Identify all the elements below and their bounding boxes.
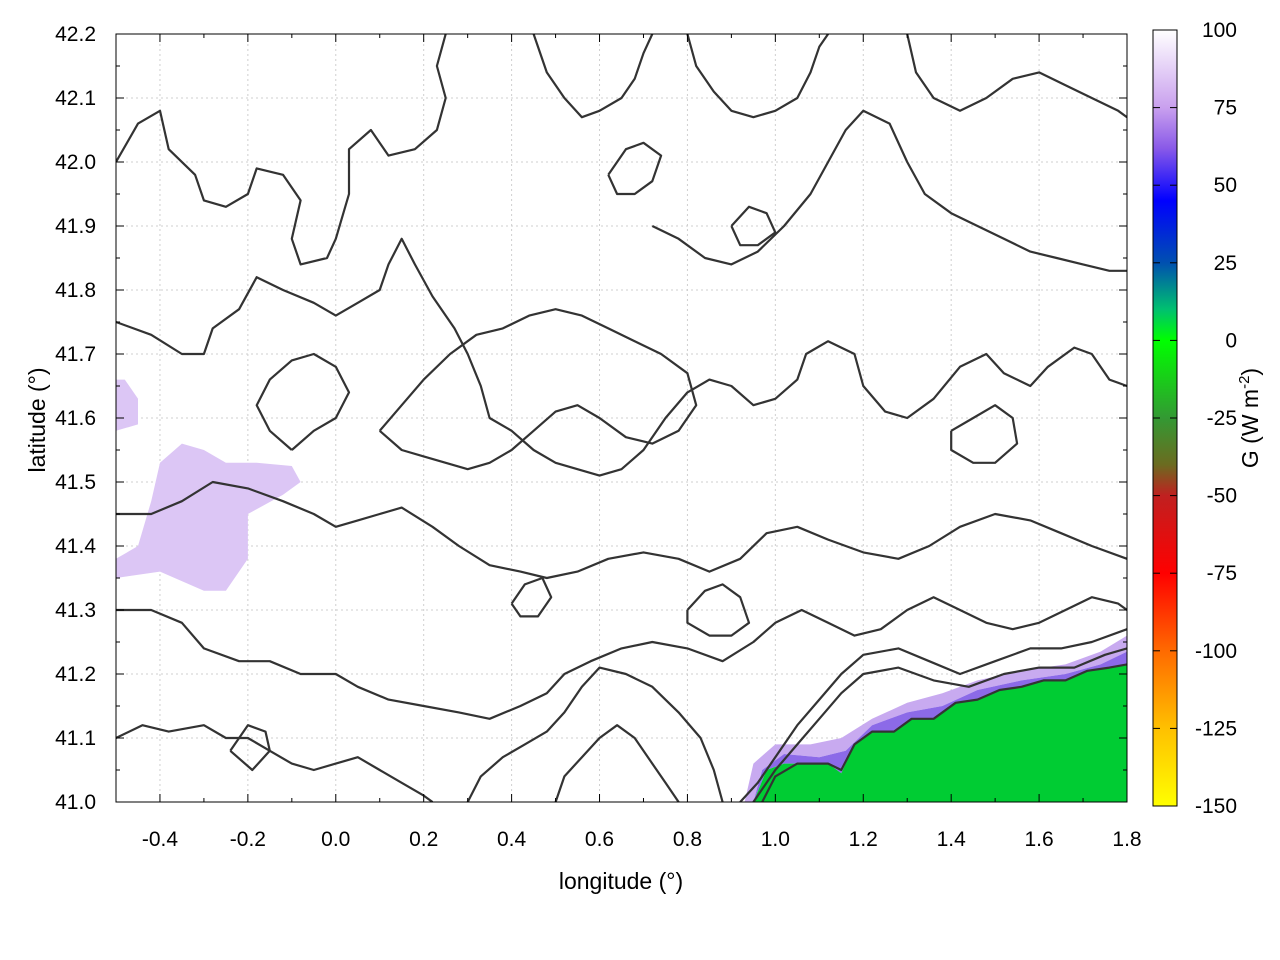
colorbar-axis: 100 75 50 25 0 -25 -50 -75 -100 -125 -150 — [1153, 19, 1237, 818]
y-tick-label: 41.9 — [55, 215, 96, 238]
colorbar-title-close: ) — [1237, 368, 1263, 376]
contour-line — [761, 663, 1127, 802]
contour-line — [378, 308, 698, 471]
x-tick-label: 1.0 — [761, 828, 790, 851]
field-region-sea — [753, 664, 1127, 802]
colorbar-tick-label: 50 — [1214, 174, 1237, 197]
x-tick-label: 1.8 — [1112, 828, 1141, 851]
contour-line — [730, 205, 777, 247]
contour-line — [752, 647, 1127, 802]
x-tick-label: 0.2 — [409, 828, 438, 851]
y-axis: 41.0 41.1 41.2 41.3 41.4 41.5 41.6 41.7 41.8 41.9… — [55, 23, 1127, 814]
x-tick-label: 0.6 — [585, 828, 614, 851]
colorbar-title-main: G (W m — [1237, 389, 1263, 468]
contour-line — [229, 724, 271, 772]
contour-line — [739, 628, 1127, 802]
y-axis-title: latitude (°) — [24, 367, 50, 472]
x-tick-label: 1.6 — [1024, 828, 1053, 851]
y-tick-label: 42.2 — [55, 23, 96, 46]
contour-line — [116, 34, 447, 266]
contour-line — [686, 34, 830, 119]
colorbar-tick-label: -50 — [1207, 485, 1237, 508]
x-tick-label: 0.0 — [321, 828, 350, 851]
contour-line — [950, 404, 1019, 464]
colorbar-tick-label: -100 — [1195, 640, 1237, 663]
x-tick-label: 0.4 — [497, 828, 527, 851]
contour-line — [554, 724, 680, 802]
colorbar-title-superscript: -2 — [1236, 376, 1253, 389]
x-tick-label: -0.4 — [142, 828, 179, 851]
colorbar-tick-label: -75 — [1207, 562, 1237, 585]
x-tick-label: -0.2 — [230, 828, 266, 851]
contour-line — [116, 237, 1127, 477]
colorbar-tick-label: -125 — [1195, 717, 1237, 740]
y-tick-label: 41.7 — [55, 343, 96, 366]
y-tick-label: 41.5 — [55, 471, 96, 494]
contour-line — [532, 34, 654, 119]
contour-layer — [116, 34, 1127, 802]
y-tick-label: 41.2 — [55, 663, 96, 686]
contour-line — [116, 480, 1127, 580]
y-tick-label: 41.1 — [55, 727, 96, 750]
y-tick-label: 41.0 — [55, 791, 96, 814]
colorbar-tick-label: 0 — [1225, 329, 1237, 352]
y-tick-label: 42.0 — [55, 151, 96, 174]
x-tick-label: 1.4 — [937, 828, 967, 851]
x-axis: -0.4 -0.2 0.0 0.2 0.4 0.6 0.8 1.0 1.2 1.4 1.6 1.8 — [142, 34, 1142, 851]
contour-line — [686, 583, 751, 637]
contour-line — [116, 724, 434, 802]
y-tick-label: 41.4 — [55, 535, 96, 558]
contour-line — [255, 352, 351, 451]
colorbar-tick-label: 100 — [1202, 19, 1237, 42]
contour-line — [607, 141, 663, 196]
y-tick-label: 41.6 — [55, 407, 96, 430]
colorbar-tick-label: 25 — [1214, 252, 1237, 275]
x-axis-title: longitude (°) — [559, 868, 683, 894]
colorbar-tick-label: -150 — [1195, 795, 1237, 818]
contour-line — [466, 666, 724, 802]
contour-line — [510, 576, 553, 618]
colorbar-tick-label: -25 — [1207, 407, 1237, 430]
contour-line — [651, 109, 1127, 272]
x-tick-label: 1.2 — [849, 828, 878, 851]
y-tick-label: 42.1 — [55, 87, 96, 110]
colorbar-tick-label: 75 — [1214, 97, 1237, 120]
y-tick-label: 41.3 — [55, 599, 96, 622]
field-region-inland-patch-west — [116, 443, 301, 591]
field-region-coastal-halo — [744, 635, 1127, 802]
x-tick-label: 0.8 — [673, 828, 702, 851]
colorbar-title: G (W m-2) — [1236, 368, 1263, 468]
contour-line — [906, 34, 1127, 119]
contour-line — [116, 596, 1127, 720]
y-tick-label: 41.8 — [55, 279, 96, 302]
